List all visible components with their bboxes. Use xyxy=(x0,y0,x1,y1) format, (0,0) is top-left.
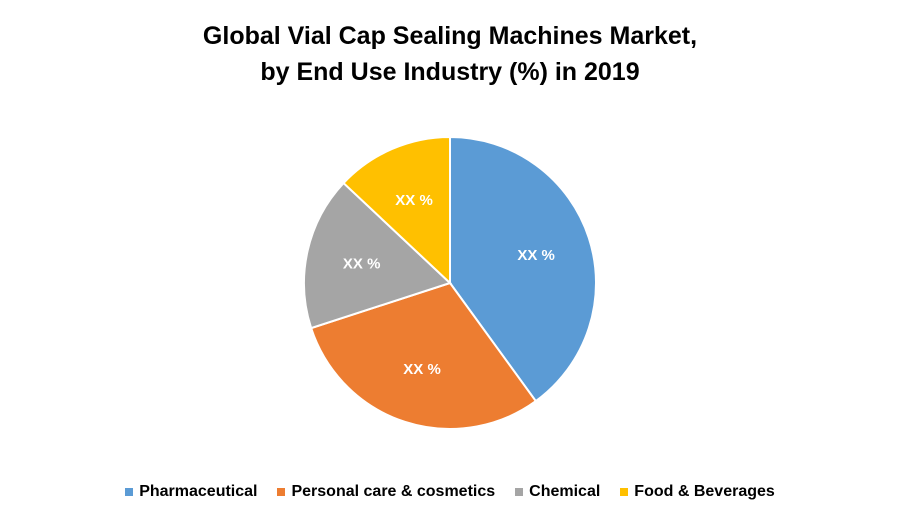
slice-data-label-3: XX % xyxy=(343,255,381,272)
pie-slice-4 xyxy=(342,135,451,286)
legend-swatch xyxy=(620,488,629,496)
legend-label: Pharmaceutical xyxy=(139,483,258,500)
slice-data-label-1: XX % xyxy=(517,247,555,264)
chart-title: Global Vial Cap Sealing Machines Market, xyxy=(202,22,698,50)
legend-swatch xyxy=(125,488,134,496)
pie-slice-3 xyxy=(303,181,452,330)
legend-item-3: Chemical xyxy=(515,483,600,501)
legend-item-1: Pharmaceutical xyxy=(125,483,257,501)
legend-label: Personal care & cosmetics xyxy=(291,483,496,500)
legend-item-4: Food & Beverages xyxy=(620,483,775,501)
legend-swatch xyxy=(515,488,524,496)
chart-subtitle: by End Use Industry (%) in 2019 xyxy=(260,58,640,86)
slice-data-label-4: XX % xyxy=(395,192,433,209)
legend-label: Chemical xyxy=(529,483,601,500)
legend-item-2: Personal care & cosmetics xyxy=(277,483,495,501)
chart-legend: Pharmaceutical Personal care & cosmetics C… xyxy=(0,483,900,501)
pie-slice-1 xyxy=(449,135,597,403)
chart-title-block: Global Vial Cap Sealing Machines Market,… xyxy=(0,18,900,90)
legend-label: Food & Beverages xyxy=(634,483,775,500)
pie-slice-2 xyxy=(309,281,538,430)
legend-swatch xyxy=(277,488,286,496)
slice-data-label-2: XX % xyxy=(403,361,441,378)
